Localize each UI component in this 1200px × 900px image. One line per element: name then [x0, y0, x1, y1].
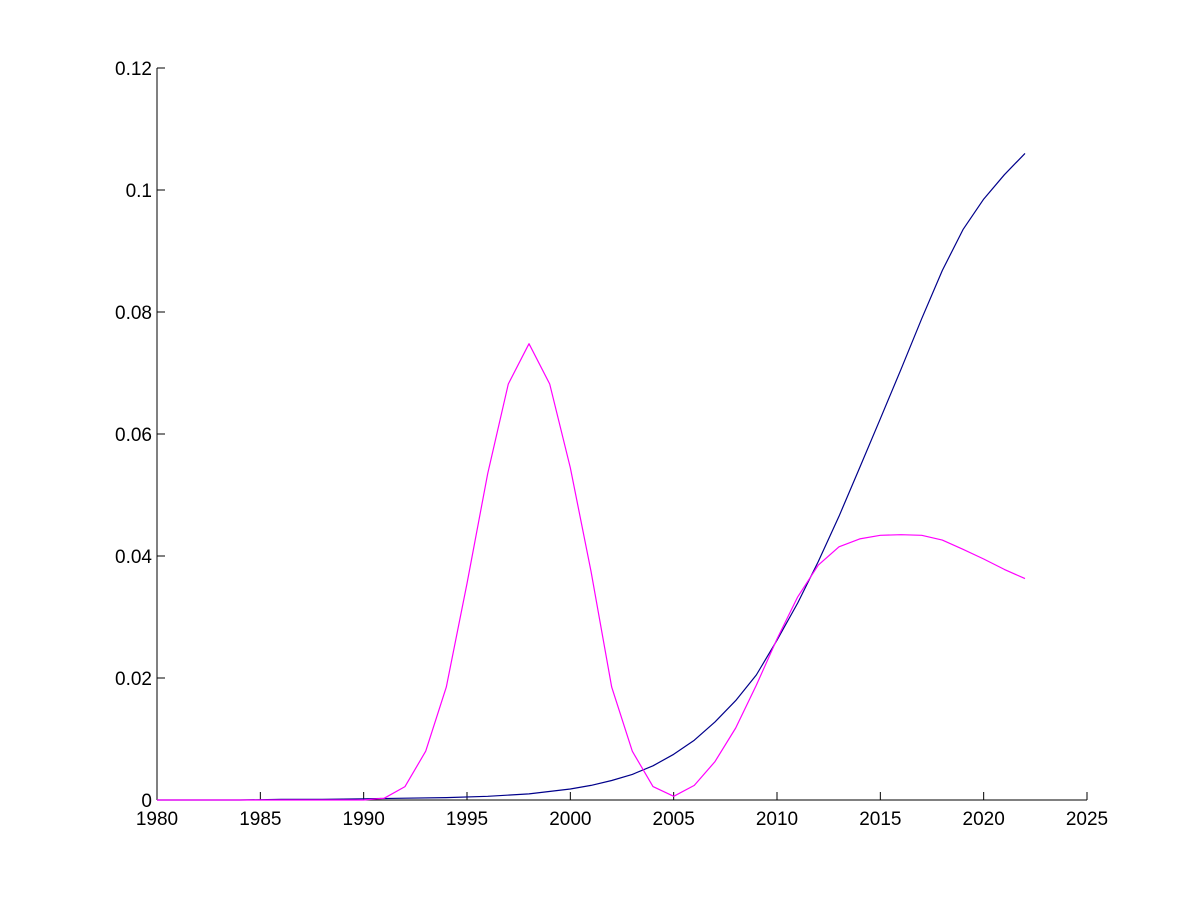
series-line-1 [157, 152, 1026, 801]
y-tick-label: 0.12 [115, 59, 152, 80]
series-layer [157, 152, 1026, 801]
axes: 1980 1985 1990 1995 2000 2005 2010 2015 2020 2025… [115, 59, 1108, 830]
y-tick-label: 0.1 [126, 181, 152, 202]
x-tick-label: 2000 [549, 809, 591, 830]
y-tick-label: 0.02 [115, 669, 152, 690]
x-tick-label: 2010 [756, 809, 798, 830]
x-tick-label: 1980 [136, 809, 178, 830]
y-tick-label: 0.06 [115, 425, 152, 446]
x-tick-label: 2020 [963, 809, 1005, 830]
y-tick-label: 0.04 [115, 547, 152, 568]
x-tick-label: 2005 [653, 809, 695, 830]
x-tick-label: 1990 [343, 809, 385, 830]
x-tick-label: 1985 [239, 809, 281, 830]
x-tick-label: 2015 [859, 809, 901, 830]
series-line-2 [157, 343, 1026, 801]
y-tick-label: 0 [141, 791, 152, 812]
x-tick-label: 1995 [446, 809, 488, 830]
y-tick-label: 0.08 [115, 303, 152, 324]
x-tick-label: 2025 [1066, 809, 1108, 830]
